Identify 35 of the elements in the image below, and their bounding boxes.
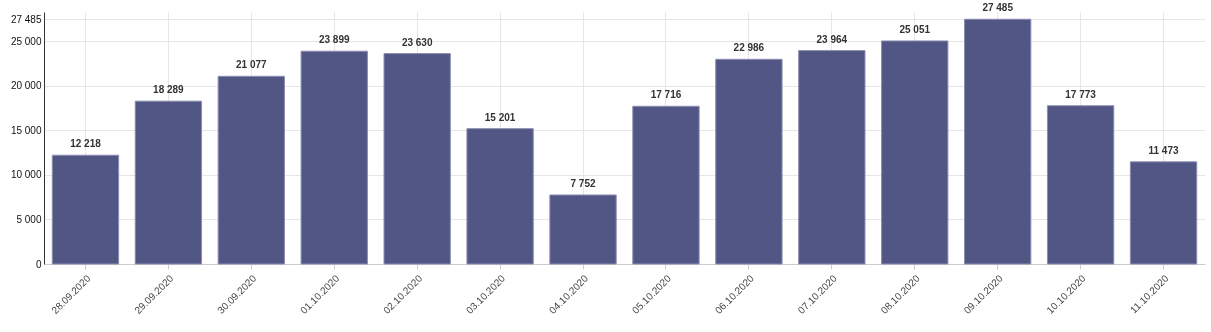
data-label: 25 051 bbox=[899, 23, 931, 35]
data-label: 21 077 bbox=[236, 59, 268, 71]
y-tick-label: 25 000 bbox=[10, 35, 42, 47]
bar bbox=[715, 58, 783, 265]
data-label: 7 752 bbox=[570, 177, 596, 189]
bar bbox=[383, 53, 451, 265]
bar bbox=[134, 100, 203, 265]
data-label: 18 289 bbox=[153, 84, 185, 96]
bar bbox=[51, 154, 120, 265]
data-label: 23 964 bbox=[816, 33, 848, 45]
bar bbox=[632, 105, 700, 265]
bar bbox=[1046, 105, 1115, 265]
y-tick-label: 0 bbox=[35, 258, 42, 270]
y-tick-label: 10 000 bbox=[10, 169, 42, 181]
data-label: 23 899 bbox=[318, 34, 350, 46]
y-tick-label: 27 485 bbox=[10, 13, 42, 25]
bar bbox=[881, 40, 949, 265]
bar bbox=[798, 50, 866, 265]
y-tick-label: 15 000 bbox=[10, 124, 42, 136]
y-tick-label: 5 000 bbox=[16, 213, 42, 225]
data-label: 15 201 bbox=[484, 111, 516, 123]
data-label: 23 630 bbox=[401, 36, 433, 48]
bar bbox=[217, 75, 285, 265]
data-label: 11 473 bbox=[1148, 144, 1179, 156]
bar bbox=[964, 18, 1032, 265]
bar bbox=[466, 128, 534, 265]
data-label: 27 485 bbox=[982, 2, 1014, 14]
data-label: 12 218 bbox=[70, 138, 102, 150]
y-tick-label: 20 000 bbox=[10, 80, 42, 92]
bar bbox=[1129, 161, 1198, 265]
data-label: 22 986 bbox=[733, 42, 765, 54]
bar bbox=[300, 50, 368, 265]
data-label: 17 716 bbox=[650, 89, 682, 101]
bar bbox=[549, 194, 617, 265]
data-label: 17 773 bbox=[1065, 88, 1097, 100]
